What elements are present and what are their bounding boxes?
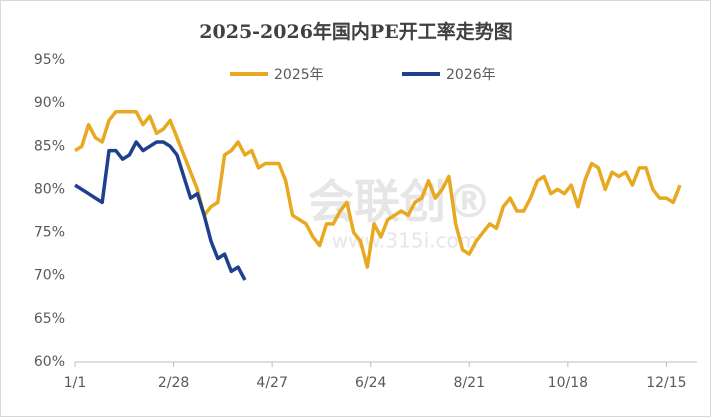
legend-label: 2025年 bbox=[274, 67, 324, 83]
x-tick-label: 10/18 bbox=[548, 375, 588, 391]
y-tick-label: 70% bbox=[34, 268, 65, 284]
y-tick-label: 85% bbox=[34, 138, 65, 154]
series-line bbox=[74, 110, 682, 269]
watermark: 会联创® bbox=[308, 175, 492, 229]
x-tick-label: 1/1 bbox=[64, 375, 87, 391]
x-tick-label: 2/28 bbox=[158, 375, 189, 391]
chart-title: 2025-2026年国内PE开工率走势图 bbox=[199, 20, 512, 43]
y-tick-label: 60% bbox=[34, 354, 65, 370]
series-line bbox=[74, 140, 247, 281]
y-tick-label: 80% bbox=[34, 181, 65, 197]
x-tick-label: 12/15 bbox=[646, 375, 686, 391]
legend-label: 2026年 bbox=[446, 67, 496, 83]
x-tick-label: 6/24 bbox=[355, 375, 387, 391]
y-tick-label: 90% bbox=[34, 95, 65, 111]
y-tick-label: 65% bbox=[34, 311, 65, 327]
y-tick-label: 95% bbox=[34, 52, 65, 68]
y-tick-label: 75% bbox=[34, 225, 65, 241]
x-tick-label: 4/27 bbox=[256, 375, 287, 391]
watermark-url: www.315i.com bbox=[332, 229, 478, 253]
x-tick-label: 8/21 bbox=[454, 375, 485, 391]
